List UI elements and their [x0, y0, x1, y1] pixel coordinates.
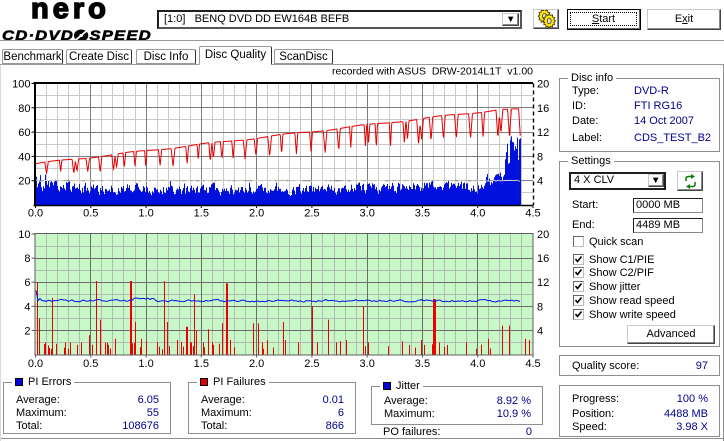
svg-text:4: 4 [537, 176, 543, 188]
svg-text:2.0: 2.0 [249, 208, 264, 220]
svg-text:2.0: 2.0 [249, 358, 264, 370]
svg-text:4: 4 [537, 325, 543, 337]
svg-text:8: 8 [537, 301, 543, 313]
svg-text:2.5: 2.5 [304, 208, 319, 220]
svg-text:3.5: 3.5 [415, 208, 430, 220]
svg-text:12: 12 [537, 127, 549, 139]
svg-text:4.5: 4.5 [525, 208, 540, 220]
svg-text:0.0: 0.0 [28, 358, 43, 370]
svg-text:1.0: 1.0 [138, 358, 153, 370]
svg-text:60: 60 [18, 127, 30, 139]
svg-text:0.5: 0.5 [83, 208, 98, 220]
svg-text:0.0: 0.0 [28, 208, 43, 220]
svg-text:4.0: 4.0 [470, 208, 485, 220]
svg-text:4: 4 [24, 301, 30, 313]
svg-text:20: 20 [537, 229, 549, 241]
svg-text:0.5: 0.5 [83, 358, 98, 370]
svg-text:1.0: 1.0 [138, 208, 153, 220]
svg-text:10: 10 [18, 229, 30, 241]
svg-text:2: 2 [24, 325, 30, 337]
svg-text:16: 16 [537, 103, 549, 115]
svg-text:1.5: 1.5 [194, 358, 209, 370]
svg-text:8: 8 [24, 253, 30, 265]
svg-text:40: 40 [18, 151, 30, 163]
svg-text:1.5: 1.5 [194, 208, 209, 220]
svg-text:80: 80 [18, 103, 30, 115]
svg-text:8: 8 [537, 151, 543, 163]
svg-text:12: 12 [537, 277, 549, 289]
svg-text:16: 16 [537, 253, 549, 265]
svg-text:20: 20 [537, 79, 549, 91]
svg-text:100: 100 [12, 79, 30, 91]
svg-text:4.5: 4.5 [525, 358, 540, 370]
svg-text:2.5: 2.5 [304, 358, 319, 370]
svg-text:recorded with ASUS DRW-2014L1: recorded with ASUS DRW-2014L1T v1.00 [332, 66, 533, 78]
svg-text:3.0: 3.0 [360, 208, 375, 220]
svg-text:3.0: 3.0 [360, 358, 375, 370]
svg-text:6: 6 [24, 277, 30, 289]
svg-text:3.5: 3.5 [415, 358, 430, 370]
svg-text:20: 20 [18, 176, 30, 188]
svg-text:4.0: 4.0 [470, 358, 485, 370]
